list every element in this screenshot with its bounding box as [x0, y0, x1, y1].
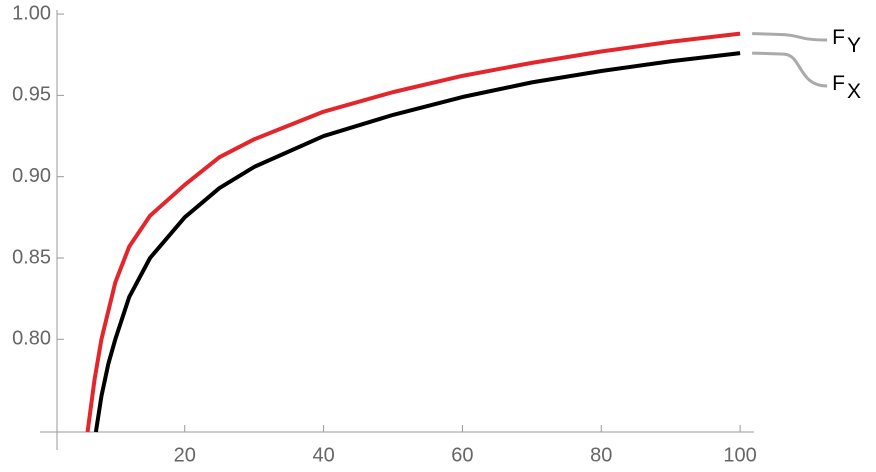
legend-name: F: [832, 72, 845, 95]
x-tick-label: 100: [723, 444, 756, 466]
y-tick-label: 1.00: [12, 2, 51, 24]
leader-line: [752, 32, 828, 42]
x-tick-label: 20: [174, 444, 196, 466]
x-tick-label: 80: [590, 444, 612, 466]
legend-name: F: [832, 26, 845, 49]
y-tick-label: 0.85: [12, 246, 51, 268]
x-tick-label: 60: [451, 444, 473, 466]
line: [93, 51, 741, 433]
line: [85, 31, 741, 433]
y-tick-label: 0.90: [12, 165, 51, 187]
y-tick-label: 0.95: [12, 84, 51, 106]
legend-subscript: Y: [847, 34, 861, 57]
x-tick-label: 40: [312, 444, 334, 466]
leader-line: [752, 51, 828, 88]
legend-label: FY: [832, 26, 861, 57]
y-tick-label: 0.80: [12, 328, 51, 350]
legend-label: FX: [832, 72, 861, 103]
legend-subscript: X: [847, 80, 861, 103]
